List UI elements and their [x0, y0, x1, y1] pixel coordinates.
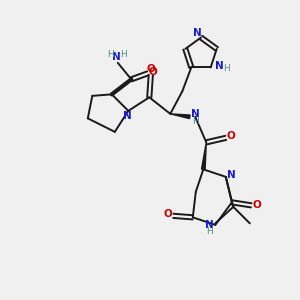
Text: H: H [106, 50, 113, 59]
Text: O: O [164, 209, 172, 219]
Text: N: N [205, 220, 214, 230]
Text: N: N [193, 28, 202, 38]
Text: O: O [252, 200, 261, 210]
Text: N: N [227, 170, 236, 180]
Text: H: H [192, 117, 199, 126]
Text: H: H [206, 227, 213, 236]
Text: N: N [123, 111, 132, 121]
Text: O: O [149, 67, 158, 77]
Text: N: N [112, 52, 121, 62]
Text: H: H [120, 50, 127, 59]
Text: N: N [191, 110, 200, 119]
Text: H: H [223, 64, 230, 73]
Text: O: O [227, 131, 236, 141]
Text: N: N [215, 61, 224, 71]
Text: O: O [146, 64, 155, 74]
Polygon shape [202, 142, 206, 169]
Polygon shape [170, 114, 190, 118]
